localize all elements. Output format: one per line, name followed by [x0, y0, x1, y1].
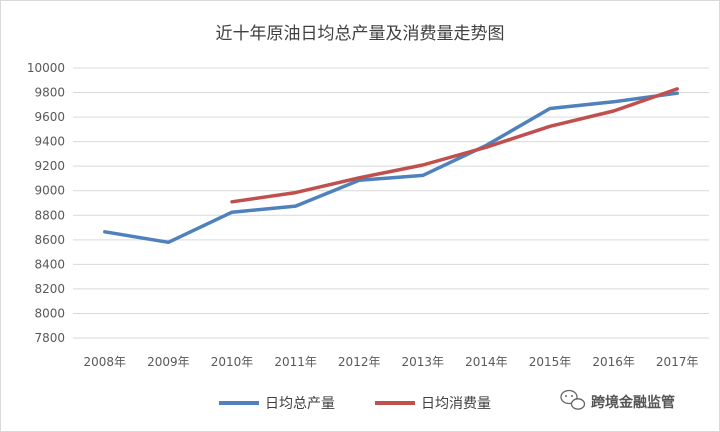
x-tick-label: 2015年 [529, 355, 572, 369]
y-tick-label: 9800 [34, 86, 65, 100]
chart-title: 近十年原油日均总产量及消费量走势图 [216, 24, 505, 44]
legend-label-production: 日均总产量 [265, 396, 335, 412]
wechat-icon [560, 389, 586, 410]
y-tick-label: 10000 [27, 61, 65, 75]
x-tick-label: 2012年 [338, 355, 381, 369]
x-tick-label: 2011年 [274, 355, 317, 369]
y-tick-label: 9600 [34, 110, 65, 124]
series-line-production [103, 91, 679, 245]
y-tick-label: 7800 [34, 331, 65, 345]
y-tick-label: 9000 [34, 184, 65, 198]
y-tick-label: 8400 [34, 257, 65, 271]
x-tick-label: 2017年 [656, 355, 699, 369]
x-tick-label: 2010年 [211, 355, 254, 369]
y-tick-label: 9200 [34, 159, 65, 173]
x-tick-label: 2016年 [592, 355, 635, 369]
y-tick-label: 9400 [34, 135, 65, 149]
gridlines [73, 67, 709, 339]
y-axis-ticks: 10000 9800 9600 9400 9200 9000 8800 8600 8400 820… [27, 61, 65, 345]
x-tick-label: 2014年 [465, 355, 508, 369]
series-line-consumption [230, 87, 679, 204]
y-tick-label: 8200 [34, 282, 65, 296]
x-tick-label: 2013年 [402, 355, 445, 369]
series-lines [103, 87, 679, 245]
x-tick-label: 2009年 [147, 355, 190, 369]
legend-label-consumption: 日均消费量 [421, 396, 491, 412]
watermark: 跨境金融监管 [560, 389, 675, 411]
watermark-text: 跨境金融监管 [591, 394, 675, 411]
x-tick-label: 2008年 [84, 355, 127, 369]
y-tick-label: 8600 [34, 233, 65, 247]
y-tick-label: 8000 [34, 306, 65, 320]
x-axis-ticks: 2008年 2009年 2010年 2011年 2012年 2013年 2014年 2015年… [84, 355, 699, 369]
y-tick-label: 8800 [34, 208, 65, 222]
legend: 日均总产量 日均消费量 [219, 396, 491, 412]
